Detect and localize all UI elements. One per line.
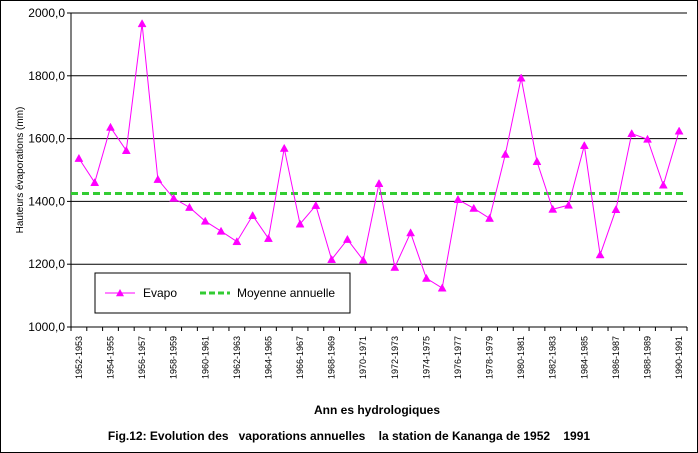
- y-tick-label: 1800,0: [28, 69, 65, 83]
- data-point: [200, 216, 210, 225]
- data-point: [137, 19, 147, 28]
- data-point: [216, 226, 226, 235]
- data-point: [437, 283, 447, 292]
- data-point: [327, 254, 337, 263]
- x-tick-label: 1970-1971: [358, 336, 368, 379]
- legend-marker-evapo: [116, 289, 124, 297]
- data-point: [611, 205, 621, 214]
- x-tick-label: 1984-1985: [579, 336, 589, 379]
- data-point: [153, 174, 163, 183]
- x-tick-labels: 1952-1953 1954-1955 1956-1957 1958-1959 1960…: [74, 336, 684, 379]
- x-tick-label: 1980-1981: [516, 336, 526, 379]
- x-tick-label: 1986-1987: [611, 336, 621, 379]
- data-point: [643, 134, 652, 143]
- x-tick-label: 1982-1983: [548, 336, 558, 379]
- y-tick-label: 2000,0: [28, 6, 65, 20]
- y-tick-label: 1200,0: [28, 257, 65, 271]
- x-tick-label: 1962-1963: [232, 336, 242, 379]
- data-point: [342, 234, 352, 243]
- legend-label-evapo: Evapo: [143, 286, 177, 300]
- y-tick-label: 1400,0: [28, 194, 65, 208]
- data-point: [232, 237, 242, 246]
- y-tick-label: 1600,0: [28, 132, 65, 146]
- figure-caption: Fig.12: Evolution des vaporations annuel…: [107, 429, 591, 443]
- data-point: [390, 262, 400, 271]
- x-axis-label: Ann es hydrologiques: [314, 403, 440, 417]
- data-point: [90, 178, 100, 187]
- x-tick-label: 1990-1991: [674, 336, 684, 379]
- data-point: [74, 153, 84, 162]
- gridlines: [67, 12, 688, 331]
- data-point: [516, 73, 526, 82]
- data-point: [185, 202, 194, 211]
- x-tick-label: 1952-1953: [74, 336, 84, 379]
- x-tick-label: 1978-1979: [485, 336, 495, 379]
- data-point: [264, 233, 273, 242]
- x-tick-label: 1974-1975: [421, 336, 431, 379]
- data-point: [421, 273, 431, 282]
- data-point: [453, 195, 463, 203]
- data-point: [248, 211, 258, 219]
- data-point: [169, 193, 179, 202]
- data-point: [121, 146, 131, 154]
- data-point: [674, 126, 684, 135]
- data-point: [532, 157, 542, 165]
- y-tick-labels: 1000,0 1200,0 1400,0 1600,0 1800,0 2000,0: [28, 6, 65, 334]
- data-point: [279, 143, 289, 152]
- data-point: [548, 204, 558, 213]
- x-tick-label: 1972-1973: [390, 336, 400, 379]
- x-tick-label: 1960-1961: [200, 336, 210, 379]
- x-tick-label: 1976-1977: [453, 336, 463, 379]
- x-tick-label: 1966-1967: [295, 336, 305, 379]
- y-tick-label: 1000,0: [28, 320, 65, 334]
- series-line-evapo: [78, 23, 680, 289]
- data-point: [658, 180, 668, 189]
- x-tick-label: 1988-1989: [643, 336, 653, 379]
- data-point: [579, 140, 589, 149]
- data-point: [564, 200, 573, 209]
- x-tick-label: 1956-1957: [137, 336, 147, 379]
- x-tick-label: 1958-1959: [169, 336, 179, 379]
- data-point: [311, 200, 321, 209]
- data-point: [374, 178, 384, 187]
- x-tick-label: 1964-1965: [263, 336, 273, 379]
- data-point: [500, 149, 510, 158]
- data-point: [295, 219, 305, 228]
- data-point: [406, 228, 416, 237]
- series-group: [71, 19, 687, 292]
- data-point: [595, 250, 605, 259]
- legend-label-moyenne: Moyenne annuelle: [237, 286, 335, 300]
- data-point: [469, 203, 479, 212]
- legend: Evapo Moyenne annuelle: [94, 272, 351, 314]
- data-point: [627, 129, 637, 138]
- y-axis-label: Hauteurs évaporations (mm): [15, 107, 26, 234]
- data-point: [358, 255, 368, 264]
- x-tick-label: 1954-1955: [105, 336, 115, 379]
- x-tick-label: 1968-1969: [327, 336, 337, 379]
- data-point: [485, 213, 494, 222]
- data-point: [106, 122, 115, 131]
